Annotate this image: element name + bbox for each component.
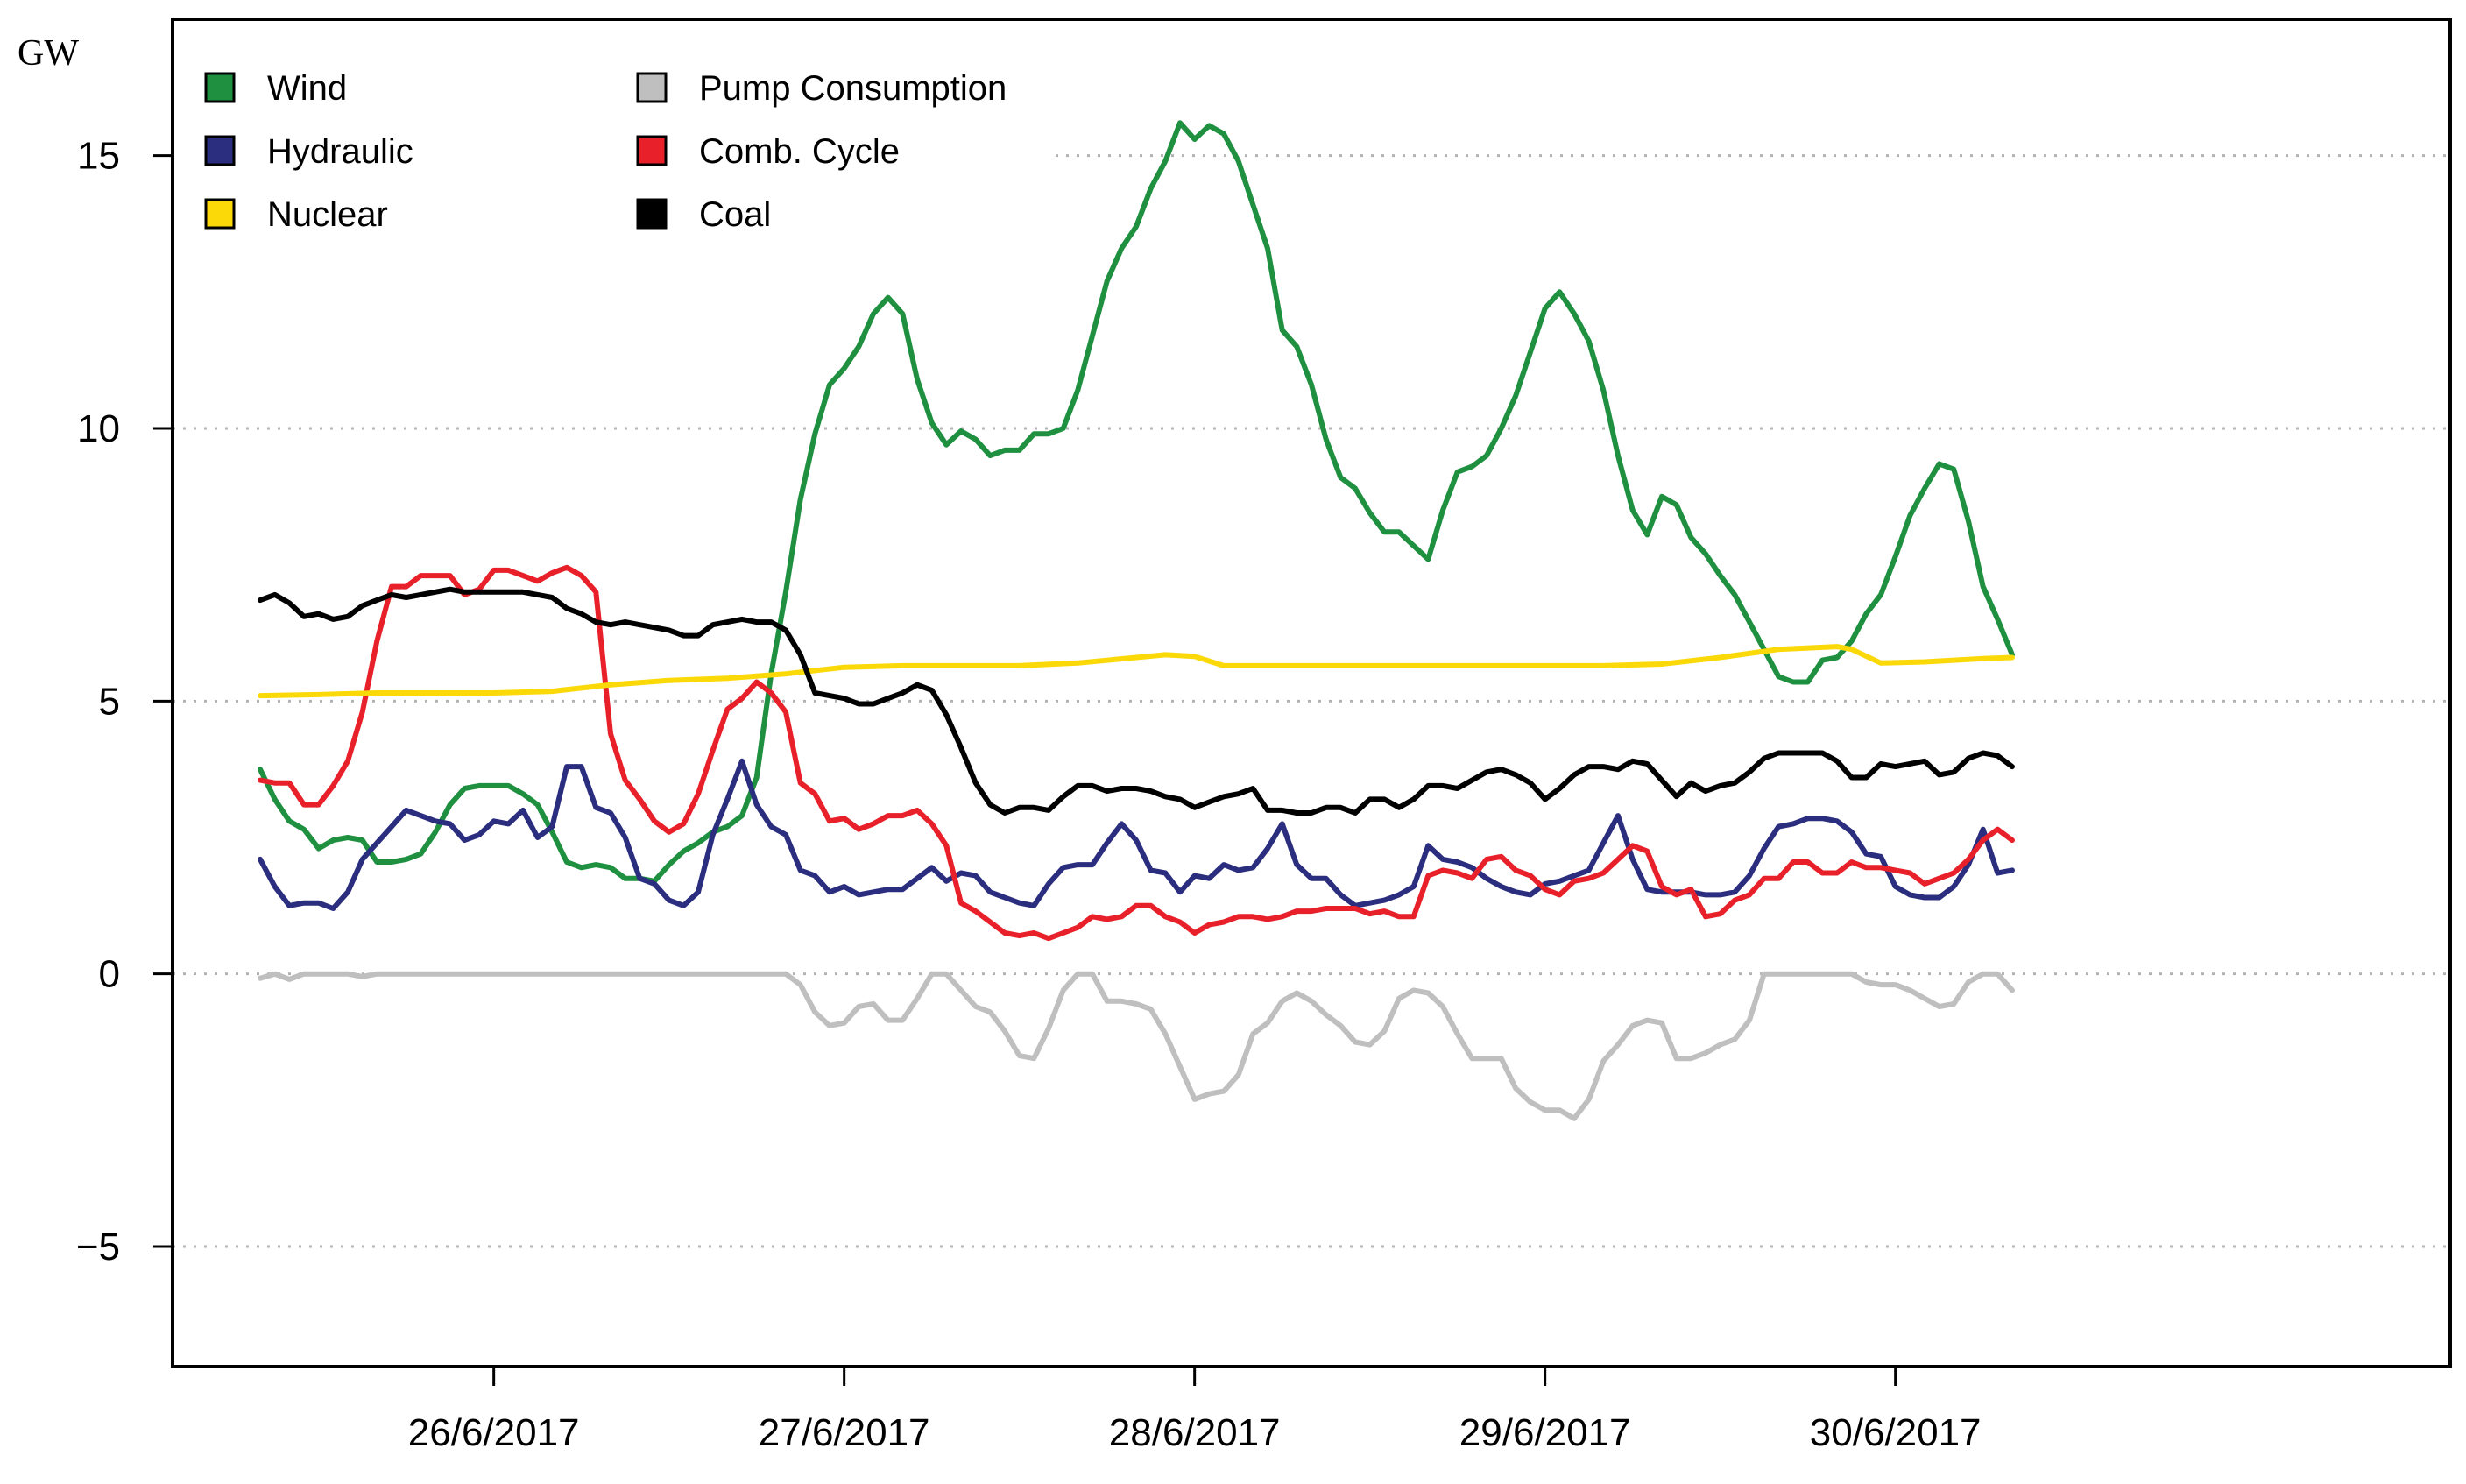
legend-swatch (636, 198, 668, 230)
y-tick-label: 15 (77, 135, 120, 178)
legend: Wind Hydraulic Nuclear Pump Consumption Comb… (204, 69, 1007, 234)
legend-label: Coal (699, 195, 771, 234)
y-tick-label: 5 (99, 680, 120, 723)
x-axis: 26/6/2017 27/6/2017 28/6/2017 29/6/2017 30/6… (408, 1367, 1982, 1454)
legend-label: Wind (267, 69, 347, 108)
x-tick-label: 30/6/2017 (1810, 1411, 1982, 1454)
x-tick-label: 27/6/2017 (759, 1411, 930, 1454)
x-tick-label: 28/6/2017 (1109, 1411, 1281, 1454)
series-line-nuclear (258, 644, 2015, 699)
plot-frame (171, 18, 2452, 1368)
legend-swatch (636, 72, 668, 103)
legend-label: Hydraulic (267, 132, 413, 171)
legend-label: Comb. Cycle (699, 132, 900, 171)
legend-label: Pump Consumption (699, 69, 1007, 108)
legend-swatch (204, 135, 236, 166)
legend-swatch (636, 135, 668, 166)
y-axis: −5 0 5 10 15 (76, 135, 173, 1268)
series-line-hydraulic (258, 758, 2015, 911)
x-tick-label: 29/6/2017 (1459, 1411, 1631, 1454)
series-lines (258, 120, 2015, 1121)
y-tick-label: 10 (77, 407, 120, 450)
legend-label: Nuclear (267, 195, 388, 234)
series-line-wind (258, 120, 2015, 884)
legend-swatch (204, 198, 236, 230)
y-tick-label: 0 (99, 953, 120, 996)
gridlines (173, 154, 2450, 1248)
y-tick-label: −5 (76, 1226, 120, 1268)
series-line-pump-consumption (258, 971, 2015, 1121)
x-tick-label: 26/6/2017 (408, 1411, 580, 1454)
legend-swatch (204, 72, 236, 103)
y-axis-unit-label: GW (18, 33, 79, 74)
series-line-coal (258, 586, 2015, 816)
series-line-comb-cycle (258, 564, 2015, 942)
